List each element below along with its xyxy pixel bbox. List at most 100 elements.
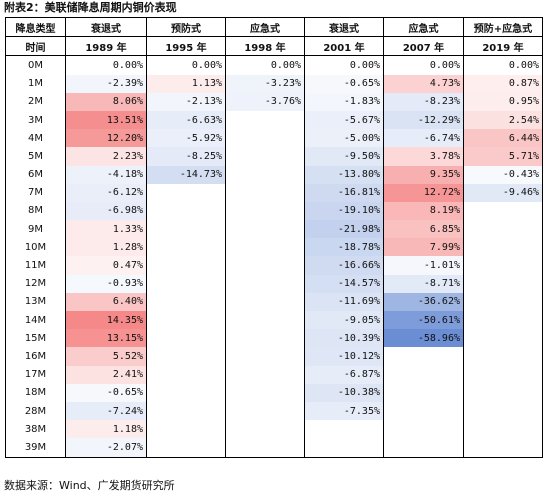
value-cell: [383, 438, 464, 458]
table-row: 2M 8.06% -2.13% -3.76% -1.83% -8.23% 0.95%: [5, 92, 543, 111]
value-cell: -1.01%: [383, 256, 464, 275]
value-cell: 3.78%: [383, 147, 464, 166]
value-cell: 0.00%: [225, 55, 305, 75]
value-cell: -9.05%: [304, 311, 384, 330]
value-cell: -36.62%: [383, 292, 464, 311]
value-cell: [463, 256, 543, 275]
value-cell: 0.00%: [463, 55, 543, 75]
table-row: 8M -6.98% -19.10% 8.19%: [5, 201, 543, 221]
value-cell: -14.57%: [304, 274, 384, 293]
value-cell: -16.66%: [304, 256, 384, 275]
month-label: 1M: [5, 74, 66, 93]
value-cell: -6.74%: [383, 129, 464, 148]
value-cell: [146, 347, 226, 366]
value-cell: -14.73%: [146, 165, 226, 184]
value-cell: -4.18%: [65, 165, 147, 184]
month-label: 6M: [5, 165, 66, 184]
table-row: 13M 6.40% -11.69% -36.62%: [5, 292, 543, 311]
table-row: 9M 1.33% -21.98% 6.85%: [5, 220, 543, 239]
value-cell: -8.71%: [383, 274, 464, 293]
header-row-year: 时间 1989 年 1995 年 1998 年 2001 年 2007 年 20…: [5, 36, 543, 57]
value-cell: [225, 129, 305, 148]
table-caption: 附表2：美联储降息周期内铜价表现: [4, 1, 177, 14]
value-cell: 2.54%: [463, 110, 543, 130]
value-cell: -16.81%: [304, 183, 384, 202]
value-cell: -9.46%: [463, 183, 543, 202]
value-cell: [225, 110, 305, 130]
value-cell: [146, 420, 226, 439]
value-cell: -8.25%: [146, 147, 226, 166]
value-cell: [146, 365, 226, 384]
value-cell: -2.07%: [65, 438, 147, 458]
table-row: 28M -7.24% -7.35%: [5, 401, 543, 421]
value-cell: -0.93%: [65, 274, 147, 293]
value-cell: 5.52%: [65, 347, 147, 366]
value-cell: [383, 347, 464, 366]
value-cell: -21.98%: [304, 220, 384, 239]
header-type-label: 降息类型: [5, 16, 66, 38]
value-cell: [463, 401, 543, 421]
value-cell: 12.72%: [383, 183, 464, 202]
value-cell: 1.28%: [65, 238, 147, 257]
value-cell: [225, 438, 305, 458]
value-cell: [463, 220, 543, 239]
month-label: 11M: [5, 256, 66, 275]
value-cell: 6.44%: [463, 129, 543, 148]
month-label: 17M: [5, 365, 66, 384]
month-label: 39M: [5, 438, 66, 458]
value-cell: [463, 238, 543, 257]
value-cell: -50.61%: [383, 311, 464, 330]
value-cell: -58.96%: [383, 329, 464, 348]
value-cell: [304, 438, 384, 458]
month-label: 18M: [5, 383, 66, 402]
value-cell: [463, 201, 543, 221]
month-label: 10M: [5, 238, 66, 257]
value-cell: [225, 238, 305, 257]
header-year: 2019 年: [463, 36, 543, 57]
value-cell: 13.15%: [65, 329, 147, 348]
value-cell: 1.13%: [146, 74, 226, 93]
value-cell: -0.65%: [65, 383, 147, 402]
value-cell: -2.39%: [65, 74, 147, 93]
table-row: 38M 1.18%: [5, 420, 543, 439]
month-label: 0M: [5, 55, 66, 75]
value-cell: [146, 383, 226, 402]
header-type: 衰退式: [65, 16, 147, 38]
value-cell: 0.00%: [383, 55, 464, 75]
table-row: 17M 2.41% -6.87%: [5, 365, 543, 384]
value-cell: -19.10%: [304, 201, 384, 221]
table-row: 0M 0.00% 0.00% 0.00% 0.00% 0.00% 0.00%: [5, 55, 543, 75]
source-note: 数据来源：Wind、广发期货研究所: [4, 479, 175, 492]
month-label: 7M: [5, 183, 66, 202]
month-label: 4M: [5, 129, 66, 148]
value-cell: -6.63%: [146, 110, 226, 130]
header-row-type: 降息类型 衰退式 预防式 应急式 衰退式 应急式 预防+应急式: [5, 16, 543, 38]
month-label: 15M: [5, 329, 66, 348]
value-cell: -5.67%: [304, 110, 384, 130]
month-label: 14M: [5, 311, 66, 330]
value-cell: [225, 292, 305, 311]
value-cell: [225, 365, 305, 384]
value-cell: -2.13%: [146, 92, 226, 111]
header-year: 1998 年: [225, 36, 305, 57]
header-year: 2007 年: [383, 36, 464, 57]
value-cell: [463, 420, 543, 439]
value-cell: [225, 256, 305, 275]
value-cell: [383, 365, 464, 384]
value-cell: 8.19%: [383, 201, 464, 221]
value-cell: [463, 329, 543, 348]
value-cell: [463, 292, 543, 311]
value-cell: -6.98%: [65, 201, 147, 221]
value-cell: [225, 201, 305, 221]
value-cell: 0.47%: [65, 256, 147, 275]
value-cell: -7.35%: [304, 401, 384, 421]
table-row: 39M -2.07%: [5, 438, 543, 458]
month-label: 9M: [5, 220, 66, 239]
value-cell: 0.87%: [463, 74, 543, 93]
value-cell: 2.23%: [65, 147, 147, 166]
table-row: 7M -6.12% -16.81% 12.72% -9.46%: [5, 183, 543, 202]
table-row: 1M -2.39% 1.13% -3.23% -0.65% 4.73% 0.87%: [5, 74, 543, 93]
header-year: 1995 年: [146, 36, 226, 57]
value-cell: 0.00%: [65, 55, 147, 75]
value-cell: -18.78%: [304, 238, 384, 257]
